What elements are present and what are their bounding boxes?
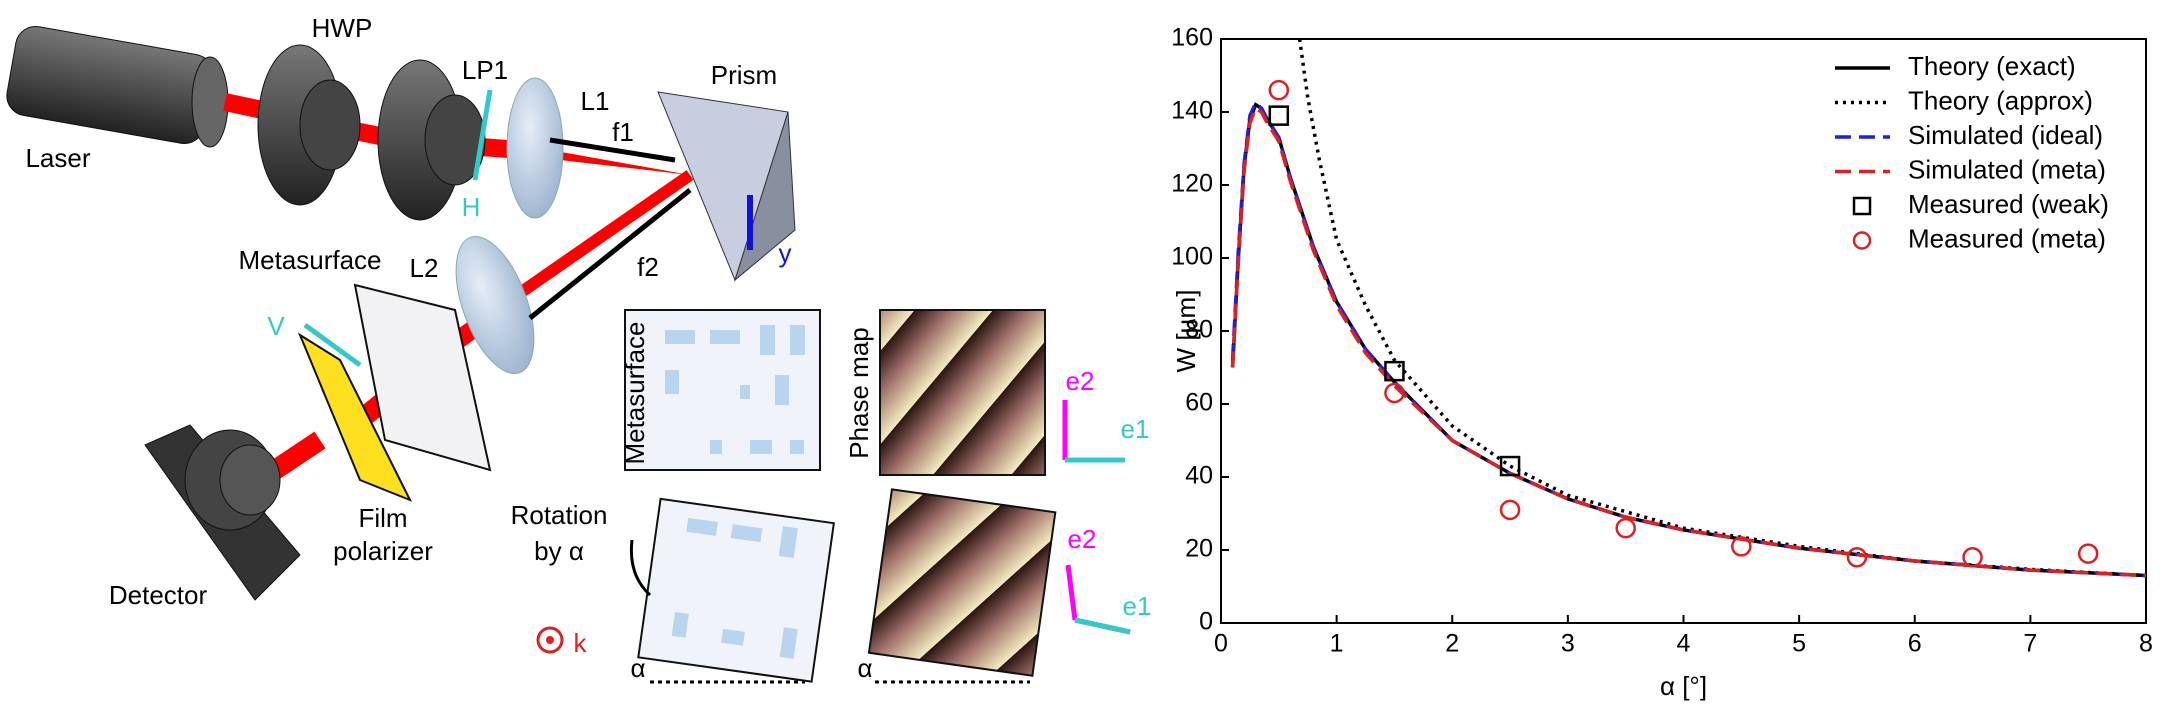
y-tick-label: 40 (1185, 462, 1213, 490)
marker (1268, 105, 1290, 126)
diagram-label: L1 (581, 86, 610, 116)
series-line (1230, 105, 2146, 578)
y-axis-label: W [µm] (1171, 290, 1201, 373)
marker (2077, 543, 2099, 564)
y-tick-label: 80 (1185, 316, 1213, 344)
diagram-label: f2 (637, 252, 659, 282)
diagram-labels: Laser HWP LP1 L1 Prism Hf1 f2 y Metasurface L2 V Me… (25, 13, 1151, 683)
marker (1846, 547, 1868, 568)
legend-label: Simulated (ideal) (1908, 120, 2103, 150)
diagram-label: L2 (410, 253, 439, 283)
legend-label: Theory (exact) (1908, 51, 2076, 81)
x-tick-label: 6 (1908, 630, 1922, 658)
y-tick-label: 20 (1185, 535, 1213, 563)
diagram-label: Detector (109, 580, 208, 610)
diagram-label: f1 (612, 117, 634, 147)
x-tick-label: 7 (2023, 630, 2037, 658)
y-tick-label: 60 (1185, 389, 1213, 417)
diagram-label: by α (534, 536, 584, 566)
x-tick-label: 4 (1677, 630, 1691, 658)
marker (1384, 360, 1405, 382)
y-tick-label: 0 (1199, 608, 1213, 636)
y-tick-label: 160 (1171, 24, 1213, 52)
diagram-label: Metasurface (620, 321, 650, 464)
diagram-label: Prism (711, 60, 777, 90)
diagram-label: Phase map (844, 327, 874, 459)
marker (1615, 517, 1636, 539)
y-tick-label: 120 (1171, 170, 1213, 198)
diagram-label: k (574, 628, 588, 658)
legend-label: Measured (weak) (1908, 189, 2109, 219)
y-tick-label: 100 (1171, 243, 1213, 271)
marker (1499, 499, 1521, 521)
diagram-label: Metasurface (238, 245, 381, 275)
legend-label: Simulated (meta) (1908, 154, 2106, 184)
marker (1962, 547, 1983, 568)
legend-swatch (1852, 196, 1872, 216)
legend-swatch (1852, 231, 1872, 250)
diagram-label: e2 (1068, 524, 1097, 554)
diagram-label: α (630, 653, 645, 683)
diagram-label: HWP (312, 13, 373, 43)
marker (1731, 536, 1752, 557)
y-tick-label: 140 (1171, 97, 1213, 125)
legend-label: Measured (meta) (1908, 223, 2106, 253)
x-tick-label: 8 (2139, 630, 2153, 658)
marker (1499, 455, 1521, 477)
legend-label: Theory (approx) (1908, 85, 2093, 115)
marker (1384, 382, 1405, 404)
diagram-label: H (462, 192, 481, 222)
diagram-label: α (857, 653, 872, 683)
x-tick-label: 3 (1561, 630, 1575, 658)
x-tick-label: 2 (1445, 630, 1459, 658)
x-tick-label: 1 (1330, 630, 1344, 658)
diagram-label: e1 (1123, 591, 1152, 621)
diagram-label: e2 (1066, 366, 1095, 396)
diagram-label: y (779, 238, 792, 268)
diagram-label: Laser (25, 143, 90, 173)
x-tick-label: 5 (1792, 630, 1806, 658)
diagram-label: e1 (1121, 414, 1150, 444)
diagram-label: polarizer (333, 536, 433, 566)
diagram-label: Film (358, 503, 407, 533)
marker (1268, 79, 1290, 101)
diagram-label: V (267, 311, 285, 341)
x-tick-label: 0 (1214, 630, 1228, 658)
diagram-label: Rotation (511, 500, 608, 530)
diagram-label: LP1 (462, 55, 508, 85)
setup-diagram (6, 25, 1131, 684)
x-axis-label: α [°] (1660, 671, 1707, 701)
